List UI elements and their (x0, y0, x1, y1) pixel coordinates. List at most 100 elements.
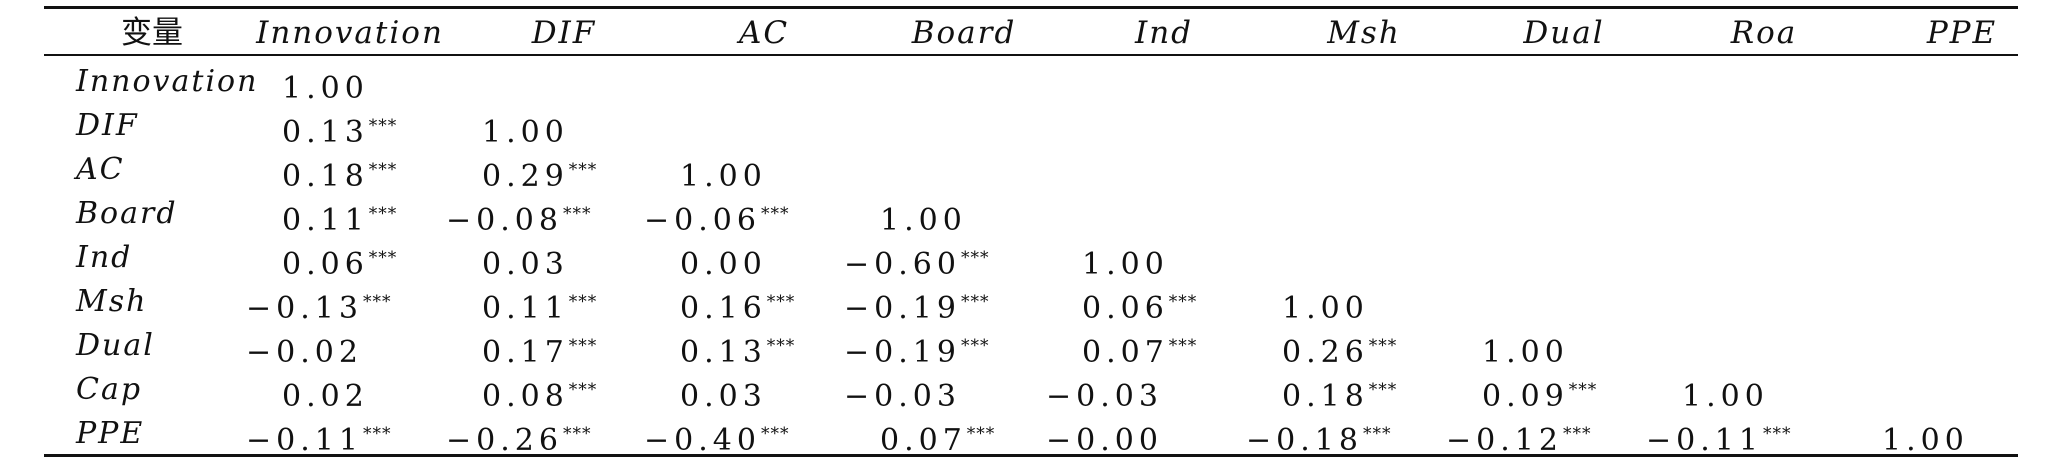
significance-stars: *** (568, 380, 598, 400)
column-header: DIF (531, 15, 597, 51)
table-cell: 0.18*** (282, 150, 398, 194)
cell-value: 0.07 (880, 423, 967, 458)
significance-stars: *** (368, 248, 398, 268)
table-cell: 1.00 (282, 62, 369, 106)
cell-value: 1.00 (1682, 379, 1769, 414)
table-cell: −0.13*** (246, 282, 392, 326)
significance-stars: *** (960, 336, 990, 356)
cell-value: 0.18 (282, 159, 369, 194)
cell-value: 1.00 (282, 71, 369, 106)
cell-value: 0.17 (482, 335, 569, 370)
cell-value: 0.06 (1082, 291, 1169, 326)
cell-value: −0.18 (1246, 423, 1363, 458)
table-bottom-rule (44, 454, 2018, 457)
cell-value: −0.03 (844, 379, 961, 414)
significance-stars: *** (368, 204, 398, 224)
table-cell: 0.13*** (282, 106, 398, 150)
table-cell: −0.11*** (246, 414, 392, 458)
cell-value: −0.12 (1446, 423, 1563, 458)
table-cell: 0.08*** (482, 370, 598, 414)
column-header: Dual (1523, 15, 1605, 51)
significance-stars: *** (562, 204, 592, 224)
column-header: Ind (1134, 15, 1194, 51)
cell-value: −0.02 (246, 335, 363, 370)
table-cell: 0.06*** (1082, 282, 1198, 326)
cell-value: 0.07 (1082, 335, 1169, 370)
table-cell: −0.60*** (844, 238, 990, 282)
row-label: Ind (76, 240, 133, 275)
table-cell: 1.00 (1682, 370, 1769, 414)
table-cell: 1.00 (880, 194, 967, 238)
row-label: Cap (76, 372, 143, 407)
table-cell: 1.00 (482, 106, 569, 150)
table-cell: 0.00 (680, 238, 767, 282)
table-cell: −0.19*** (844, 282, 990, 326)
table-cell: 0.02 (282, 370, 369, 414)
significance-stars: *** (1368, 380, 1398, 400)
cell-value: −0.19 (844, 291, 961, 326)
significance-stars: *** (960, 248, 990, 268)
cell-value: −0.03 (1046, 379, 1163, 414)
cell-value: 0.02 (282, 379, 369, 414)
table-cell: −0.19*** (844, 326, 990, 370)
table-cell: 0.03 (482, 238, 569, 282)
cell-value: −0.40 (644, 423, 761, 458)
table-cell: 0.16*** (680, 282, 795, 326)
cell-value: 0.29 (482, 159, 569, 194)
significance-stars: *** (362, 424, 392, 444)
cell-value: 0.08 (482, 379, 569, 414)
table-cell: 0.06*** (282, 238, 398, 282)
cell-value: 0.06 (282, 247, 369, 282)
cell-value: 0.16 (680, 291, 767, 326)
significance-stars: *** (1168, 292, 1198, 312)
table-cell: 0.09*** (1482, 370, 1598, 414)
table-cell: 1.00 (1882, 414, 1969, 458)
table-cell: −0.03 (1046, 370, 1163, 414)
column-header: PPE (1926, 15, 1998, 51)
table-cell: 0.11*** (482, 282, 597, 326)
table-cell: 0.17*** (482, 326, 597, 370)
cell-value: 0.11 (282, 203, 369, 238)
cell-value: −0.11 (246, 423, 363, 458)
table-cell: −0.03 (844, 370, 961, 414)
significance-stars: *** (766, 336, 796, 356)
significance-stars: *** (1368, 336, 1398, 356)
cell-value: −0.06 (644, 203, 761, 238)
table-cell: −0.06*** (644, 194, 790, 238)
column-header: Innovation (256, 15, 444, 51)
significance-stars: *** (562, 424, 592, 444)
cell-value: −0.13 (246, 291, 363, 326)
table-cell: −0.40*** (644, 414, 789, 458)
header-corner: 变量 (121, 15, 183, 51)
table-cell: 0.18*** (1282, 370, 1398, 414)
table-cell: 1.00 (1482, 326, 1569, 370)
cell-value: 0.00 (680, 247, 767, 282)
table-cell: 1.00 (680, 150, 767, 194)
row-label: AC (76, 152, 125, 187)
cell-value: −0.11 (1646, 423, 1763, 458)
table-header-rule (44, 54, 2018, 56)
significance-stars: *** (1568, 380, 1598, 400)
column-header: AC (738, 15, 790, 51)
cell-value: 0.03 (680, 379, 767, 414)
significance-stars: *** (966, 424, 996, 444)
cell-value: 1.00 (1482, 335, 1569, 370)
significance-stars: *** (368, 160, 398, 180)
significance-stars: *** (1168, 336, 1198, 356)
cell-value: −0.00 (1046, 423, 1163, 458)
table-cell: 0.07*** (1082, 326, 1198, 370)
row-label: PPE (76, 416, 145, 451)
significance-stars: *** (368, 116, 398, 136)
row-label: Dual (76, 328, 155, 363)
cell-value: 1.00 (680, 159, 767, 194)
cell-value: 0.03 (482, 247, 569, 282)
table-cell: −0.12*** (1446, 414, 1591, 458)
column-header: Msh (1327, 15, 1401, 51)
significance-stars: *** (760, 204, 790, 224)
table-cell: 1.00 (1082, 238, 1169, 282)
cell-value: 1.00 (880, 203, 967, 238)
cell-value: 0.26 (1282, 335, 1369, 370)
significance-stars: *** (362, 292, 392, 312)
table-cell: 1.00 (1282, 282, 1369, 326)
significance-stars: *** (960, 292, 990, 312)
